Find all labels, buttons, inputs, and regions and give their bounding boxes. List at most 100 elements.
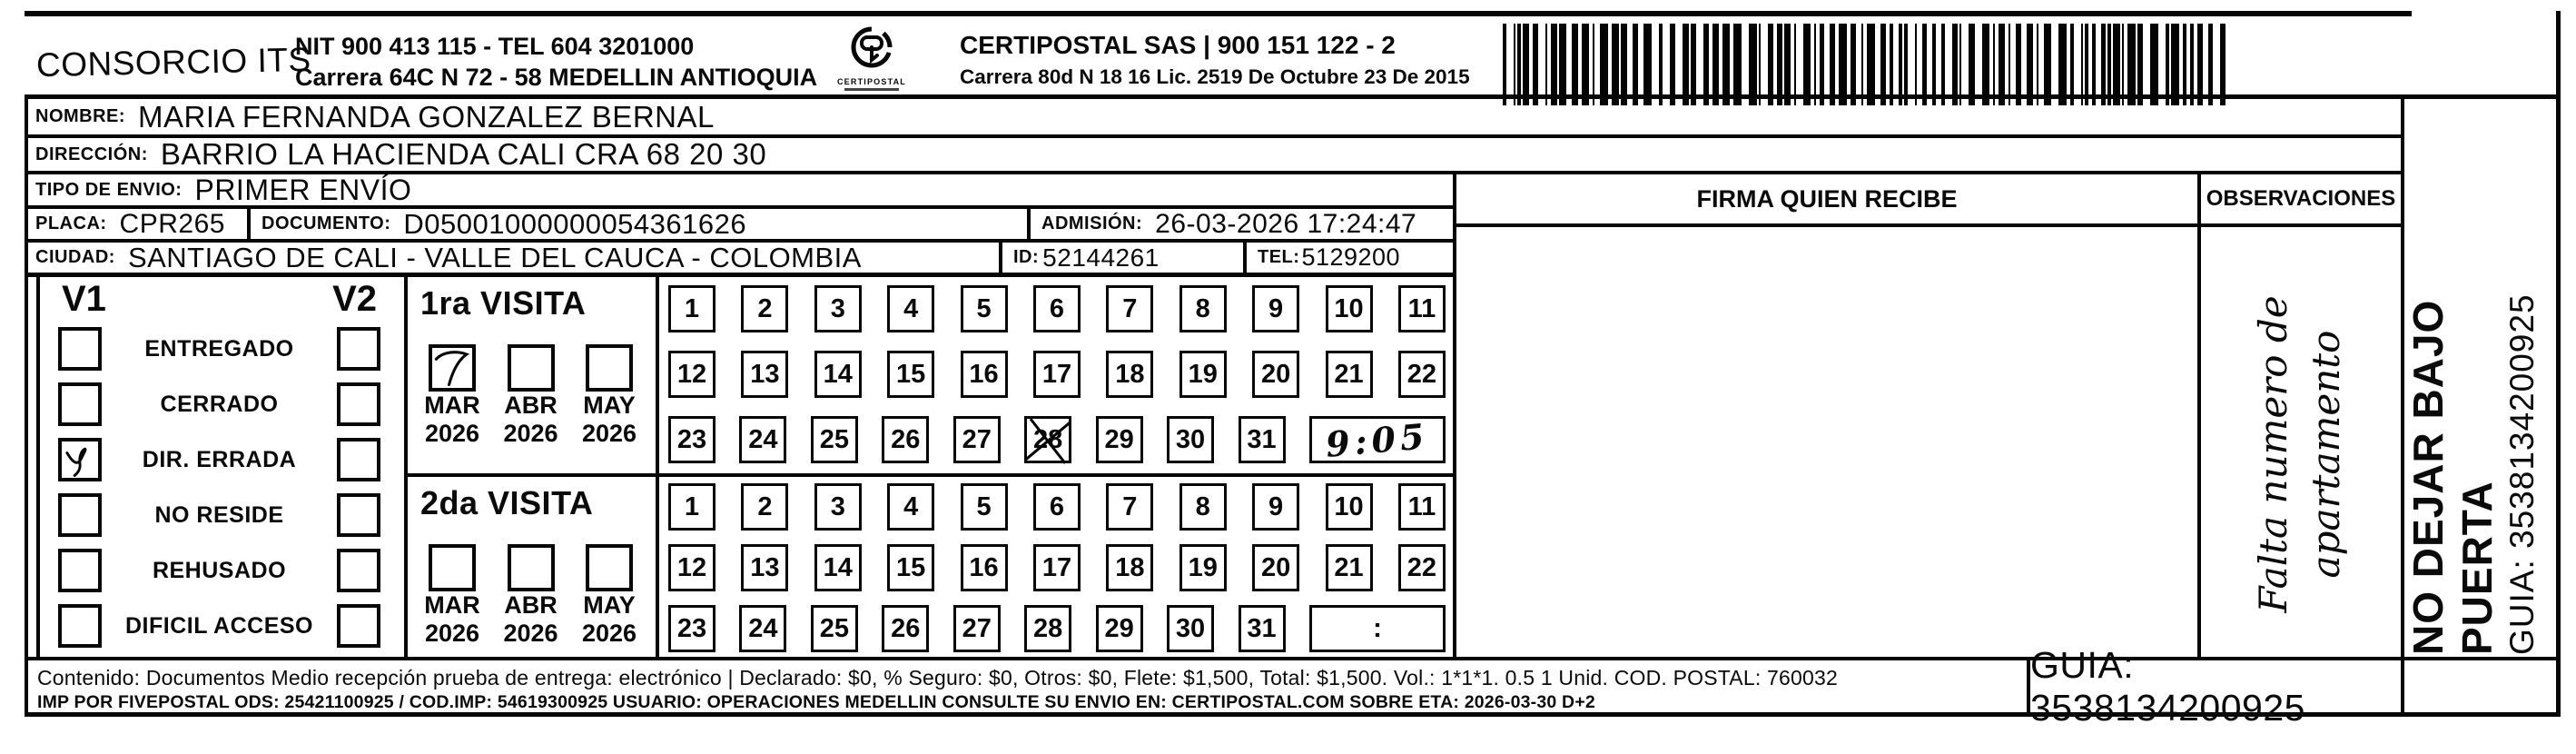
placa-value: CPR265 bbox=[119, 208, 225, 239]
id-label: ID: bbox=[1013, 247, 1040, 267]
day-row: 1 2 3 4 5 6 7 8 9 10 11 bbox=[668, 483, 1446, 531]
day-cell: 25 bbox=[810, 605, 858, 652]
visita2-title: 2da VISITA bbox=[420, 484, 594, 521]
day-cell: 15 bbox=[887, 351, 935, 398]
ciudad-value: SANTIAGO DE CALI - VALLE DEL CAUCA - COL… bbox=[127, 241, 862, 273]
status-options: ENTREGADO CERRADO DIR. ERRADA NO RESIDE REHU… bbox=[40, 320, 404, 648]
status-option-row: ENTREGADO bbox=[40, 327, 404, 371]
day-cell: 25 bbox=[810, 416, 858, 463]
v1-checkbox bbox=[58, 382, 102, 426]
guia-box: GUIA: 3538134200925 bbox=[2030, 643, 2305, 729]
day-cell: 7 bbox=[1106, 285, 1154, 332]
v1-checkbox bbox=[58, 604, 102, 648]
v1-checkbox bbox=[58, 493, 102, 537]
month-year: 2026 bbox=[581, 420, 637, 447]
day-cell: 1 bbox=[668, 483, 716, 531]
month-checkbox bbox=[586, 544, 633, 591]
day-cell: 22 bbox=[1397, 544, 1446, 591]
status-option-row: NO RESIDE bbox=[40, 493, 404, 537]
status-panel: V1 V2 ENTREGADO CERRADO DIR. ERRADA NO RESI… bbox=[36, 277, 404, 657]
status-option-label: REHUSADO bbox=[152, 557, 287, 583]
month-label: MAR bbox=[424, 591, 480, 619]
divider-observaciones bbox=[2197, 171, 2201, 660]
day-cell: 2 bbox=[741, 285, 789, 332]
documento-cell: DOCUMENTO: D05001000000054361626 bbox=[251, 208, 1031, 240]
month-checkbox bbox=[586, 344, 633, 392]
day-cell: 21 bbox=[1325, 544, 1373, 591]
v2-checkbox bbox=[337, 604, 380, 648]
day-cell: 26 bbox=[882, 605, 930, 652]
day-cell: 8 bbox=[1179, 483, 1227, 531]
day-cell: 15 bbox=[887, 544, 935, 591]
border-top bbox=[25, 11, 2412, 16]
month-label: ABR bbox=[504, 392, 558, 419]
day-cell: 9 bbox=[1252, 483, 1300, 531]
company-nit: NIT 900 413 115 - TEL 604 3201000 bbox=[295, 33, 695, 60]
tipo-envio-value: PRIMER ENVÍO bbox=[194, 173, 412, 206]
divider-visita-grid bbox=[656, 277, 659, 657]
v2-header: V2 bbox=[332, 279, 377, 319]
visita1-title: 1ra VISITA bbox=[420, 284, 587, 322]
placa-row: PLACA: CPR265 DOCUMENTO: D05001000000054… bbox=[25, 208, 1456, 243]
direccion-value: BARRIO LA HACIENDA CALI CRA 68 20 30 bbox=[160, 137, 767, 171]
tel-label: TEL: bbox=[1258, 247, 1300, 267]
month-checkbox bbox=[507, 544, 555, 591]
ciudad-row: CIUDAD: SANTIAGO DE CALI - VALLE DEL CAU… bbox=[25, 241, 1456, 277]
day-cell: 31 bbox=[1238, 605, 1286, 652]
side-column: NO DEJAR BAJO PUERTA GUIA: 3538134200925 bbox=[2403, 115, 2541, 679]
tel-value: 5129200 bbox=[1301, 243, 1401, 271]
day-cell: 19 bbox=[1179, 351, 1227, 398]
status-option-label: CERRADO bbox=[160, 391, 279, 417]
month-checkbox bbox=[429, 544, 476, 591]
day-row: 12 13 14 15 16 17 18 19 20 21 22 bbox=[668, 351, 1446, 398]
divider-guia-box bbox=[2027, 657, 2030, 717]
admision-value: 26-03-2026 17:24:47 bbox=[1155, 208, 1417, 239]
month-option: MAR 2026 bbox=[422, 344, 482, 448]
header-bottom-rule bbox=[25, 94, 2561, 99]
day-cell: 22 bbox=[1397, 351, 1446, 398]
v2-checkbox bbox=[337, 382, 380, 426]
month-label: MAY bbox=[583, 591, 636, 619]
day-cell: 31 bbox=[1238, 416, 1286, 463]
status-option-label: NO RESIDE bbox=[154, 501, 284, 528]
day-cell: 3 bbox=[814, 483, 862, 531]
day-cell: 23 bbox=[668, 605, 716, 652]
day-cell: 4 bbox=[887, 285, 935, 332]
status-option-row: DIFICIL ACCESO bbox=[40, 604, 404, 648]
ciudad-cell: CIUDAD: SANTIAGO DE CALI - VALLE DEL CAU… bbox=[25, 241, 1002, 273]
v2-checkbox bbox=[337, 549, 380, 592]
day-cell: 2 bbox=[741, 483, 789, 531]
day-cell: 3 bbox=[814, 285, 862, 332]
direccion-label: DIRECCIÓN: bbox=[35, 144, 148, 164]
day-cell: 6 bbox=[1032, 285, 1081, 332]
day-cell: 14 bbox=[814, 544, 862, 591]
month-label: MAR bbox=[424, 392, 480, 419]
day-cell: 21 bbox=[1325, 351, 1373, 398]
day-cell: 4 bbox=[887, 483, 935, 531]
divider-status-visita bbox=[404, 277, 408, 657]
month-year: 2026 bbox=[581, 620, 637, 647]
divider-firma bbox=[1453, 171, 1456, 660]
footer-line2: IMP POR FIVEPOSTAL ODS: 25421100925 / CO… bbox=[37, 692, 1595, 712]
month-option: MAY 2026 bbox=[579, 344, 639, 448]
day-row: 23 24 25 26 27 28 29 30 31: bbox=[668, 605, 1446, 652]
logo-tagline bbox=[844, 88, 899, 91]
company-name: CONSORCIO ITS bbox=[35, 40, 311, 84]
day-cell: 17 bbox=[1032, 544, 1081, 591]
v1-checkbox bbox=[58, 438, 102, 481]
day-cell: 27 bbox=[952, 416, 1001, 463]
placa-cell: PLACA: CPR265 bbox=[25, 209, 251, 239]
observaciones-header: OBSERVACIONES bbox=[2201, 174, 2401, 227]
day-cell: 8 bbox=[1179, 285, 1227, 332]
visita2-panel: 2da VISITA MAR 2026 ABR 2026 MAY 2026 bbox=[408, 477, 656, 657]
admision-cell: ADMISIÓN: 26-03-2026 17:24:47 bbox=[1031, 209, 1456, 239]
tel-cell: TEL: 5129200 bbox=[1247, 243, 1456, 273]
v2-checkbox bbox=[337, 438, 380, 481]
month-option: MAR 2026 bbox=[422, 544, 482, 648]
visita1-panel: 1ra VISITA MAR 2026 ABR 2026 MAY 2026 bbox=[408, 277, 656, 473]
id-value: 52144261 bbox=[1042, 243, 1160, 272]
placa-label: PLACA: bbox=[35, 213, 107, 233]
tipo-envio-row: TIPO DE ENVIO: PRIMER ENVÍO bbox=[25, 174, 1456, 209]
border-right bbox=[2556, 11, 2561, 717]
